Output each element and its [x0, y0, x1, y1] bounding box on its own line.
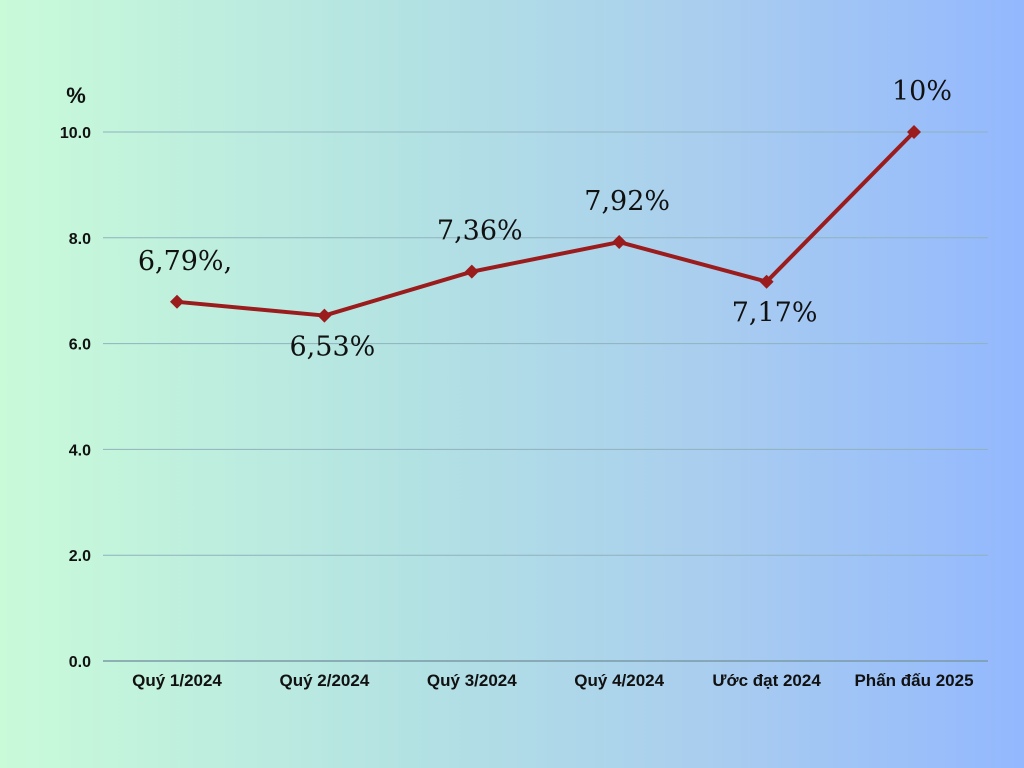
y-axis-ticks: 0.0 2.0 4.0 6.0 8.0 10.0	[60, 125, 91, 671]
y-tick-label: 6.0	[69, 337, 91, 354]
x-category-label: Quý 1/2024	[132, 671, 222, 690]
data-point-marker	[317, 308, 332, 323]
data-label: 7,92%	[584, 186, 670, 217]
y-tick-label: 8.0	[69, 231, 91, 248]
series-markers	[170, 125, 921, 323]
data-point-marker	[759, 274, 774, 289]
series-line	[176, 130, 916, 318]
data-label: 7,36%	[437, 216, 523, 247]
data-point-marker	[170, 294, 184, 309]
data-label: 10%	[892, 76, 952, 107]
data-label: 6,53%	[290, 332, 376, 363]
data-labels: 6,79%, 6,53% 7,36% 7,92% 7,17% 10%	[138, 76, 952, 363]
data-point-marker	[612, 235, 627, 250]
data-label: 7,17%	[732, 298, 818, 329]
data-point-marker	[464, 264, 479, 279]
y-tick-label: 10.0	[60, 125, 91, 142]
y-axis-unit-label: %	[66, 83, 86, 108]
x-axis-categories: Quý 1/2024 Quý 2/2024 Quý 3/2024 Quý 4/2024…	[132, 671, 973, 690]
x-category-label: Quý 2/2024	[280, 671, 370, 690]
x-category-label: Quý 3/2024	[427, 671, 517, 690]
y-tick-label: 0.0	[69, 654, 91, 671]
y-tick-label: 4.0	[69, 442, 91, 459]
x-category-label: Quý 4/2024	[574, 671, 664, 690]
x-category-label: Phấn đấu 2025	[854, 671, 973, 690]
series-line-layer	[176, 130, 916, 318]
data-label: 6,79%,	[138, 246, 232, 277]
data-point-marker	[907, 125, 921, 139]
x-category-label: Ước đạt 2024	[712, 671, 821, 690]
gridlines	[103, 131, 988, 662]
y-tick-label: 2.0	[69, 548, 91, 565]
